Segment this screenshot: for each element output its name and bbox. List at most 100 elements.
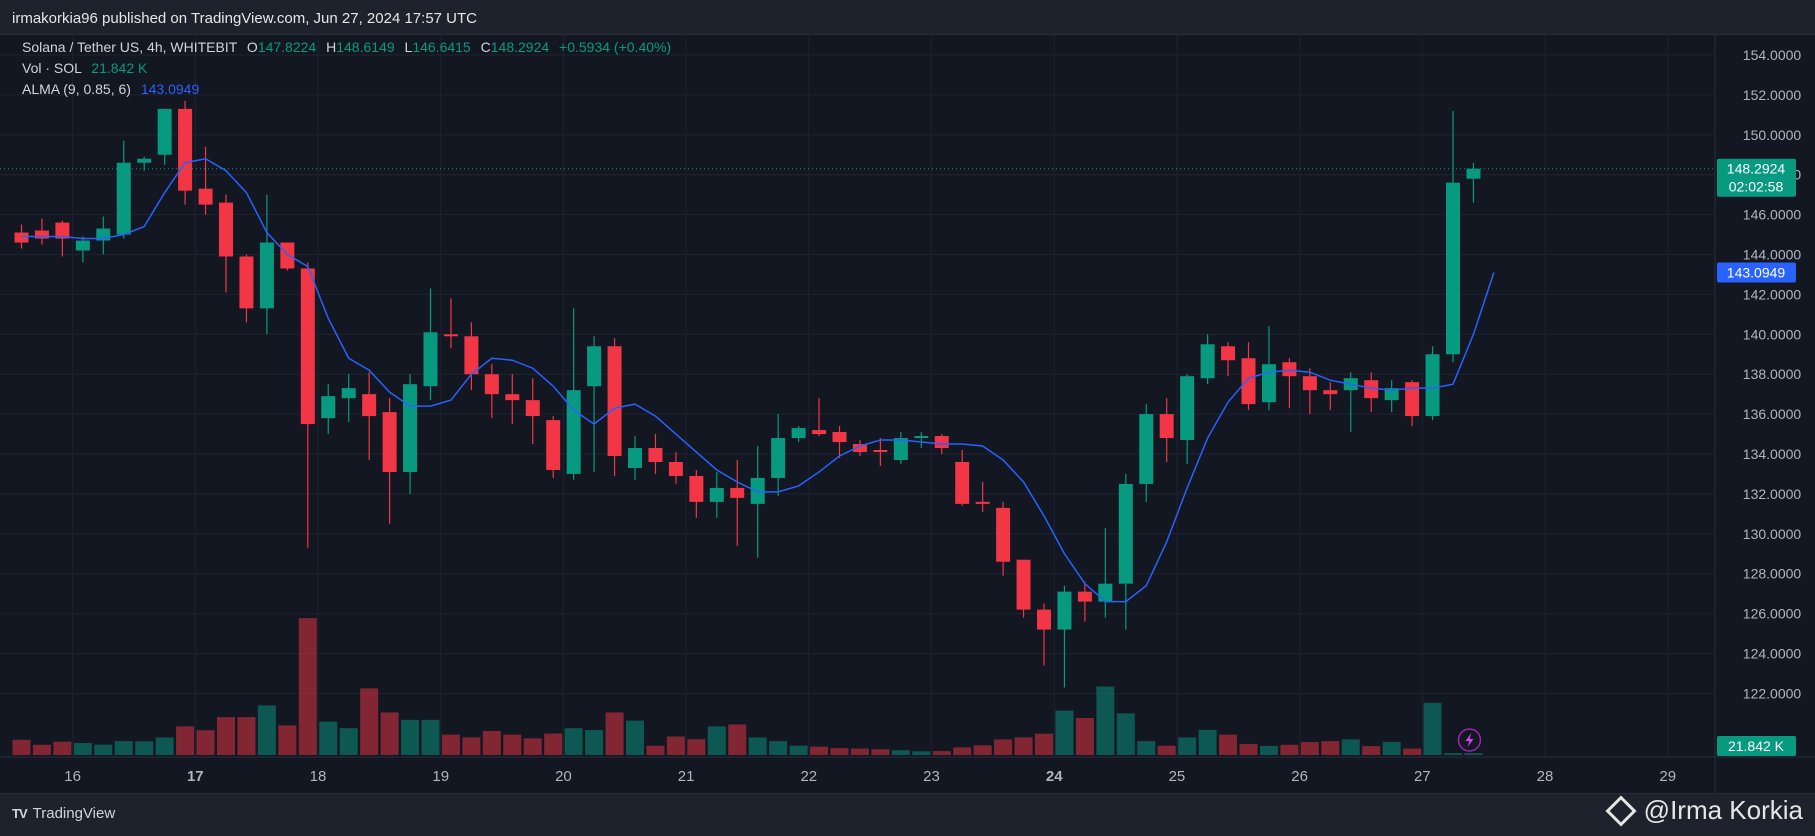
alma-line — [21, 157, 1495, 603]
candle-body — [955, 461, 970, 504]
volume-bar — [953, 747, 972, 755]
volume-bar — [360, 688, 379, 755]
change-value: +0.5934 (+0.40%) — [559, 39, 672, 55]
volume-bar — [237, 717, 256, 755]
candle-body — [178, 108, 193, 191]
candle-body — [443, 334, 458, 337]
high-label: H — [326, 39, 337, 55]
candle-body — [628, 448, 642, 468]
candle-body — [852, 444, 867, 453]
x-tick-label: 20 — [555, 768, 572, 785]
volume-bar — [687, 739, 706, 755]
volume-bar — [626, 720, 644, 755]
volume-bar — [912, 751, 931, 755]
tradingview-logo[interactable]: TV TradingView — [12, 805, 115, 822]
price-chart[interactable]: 154.0000152.0000150.0000148.0000146.0000… — [0, 35, 1815, 793]
volume-bar — [12, 739, 31, 755]
legend-row-ohlc[interactable]: Solana / Tether US, 4h, WHITEBIT O147.82… — [22, 37, 671, 58]
volume-bar — [73, 742, 92, 755]
candle-body — [1364, 380, 1379, 399]
candle-body — [648, 448, 663, 462]
volume-bar — [1464, 753, 1483, 755]
volume-bar — [1444, 753, 1462, 755]
candle-body — [1016, 559, 1031, 610]
volume-bar — [850, 748, 869, 755]
volume-bar — [1198, 729, 1217, 755]
candle-body — [934, 436, 949, 449]
candle-body — [116, 162, 131, 235]
volume-bar — [401, 719, 420, 755]
volume-bar — [94, 744, 113, 755]
volume-bar — [1178, 737, 1197, 755]
volume-bar — [1300, 742, 1319, 755]
candle-body — [689, 475, 704, 502]
volume-bar — [1157, 745, 1176, 755]
volume-bar — [1403, 748, 1422, 755]
x-tick-label: 17 — [187, 768, 204, 785]
candle-body — [1077, 591, 1092, 602]
volume-bar — [441, 734, 460, 755]
y-tick-label: 138.0000 — [1743, 366, 1802, 382]
volume-bar — [319, 721, 338, 755]
candle-body — [1159, 414, 1174, 439]
candle-body — [403, 384, 418, 472]
y-tick-label: 126.0000 — [1743, 606, 1802, 622]
candle-body — [1098, 583, 1113, 602]
volume-bar — [994, 739, 1013, 755]
candles — [14, 100, 1481, 688]
candle-body — [730, 487, 745, 498]
volume-bar — [932, 751, 951, 755]
candle-body — [382, 412, 397, 472]
x-tick-label: 26 — [1291, 768, 1308, 785]
candle-body — [914, 436, 929, 439]
candle-body — [198, 188, 213, 205]
candle-body — [1323, 390, 1338, 395]
close-label: C — [480, 39, 491, 55]
candle-body — [1180, 376, 1195, 441]
volume-bar — [544, 733, 563, 755]
candle-body — [668, 461, 683, 476]
x-tick-label: 28 — [1537, 768, 1554, 785]
volume-bar — [1321, 741, 1340, 755]
volume-bar — [666, 736, 685, 755]
volume-bar — [748, 737, 767, 755]
candle-body — [321, 396, 336, 419]
candle-body — [812, 430, 827, 435]
candle-body — [14, 232, 29, 243]
volume-bar — [462, 737, 481, 755]
candle-body — [525, 400, 540, 417]
candle-body — [219, 202, 233, 257]
candle-body — [546, 420, 561, 470]
x-tick-label: 16 — [64, 768, 81, 785]
open-label: O — [246, 39, 258, 55]
overlay — [0, 157, 1715, 752]
candle-body — [1139, 414, 1154, 484]
volume-value: 21.842 K — [91, 60, 148, 76]
candle-body — [1302, 376, 1317, 391]
volume-label[interactable]: Vol · SOL — [22, 60, 82, 76]
x-tick-label: 25 — [1169, 768, 1186, 785]
volume-bar — [1137, 741, 1156, 755]
symbol-title[interactable]: Solana / Tether US, 4h, WHITEBIT — [22, 39, 238, 55]
x-tick-label: 23 — [923, 768, 940, 785]
published-header: irmakorkia96 published on TradingView.co… — [12, 10, 477, 27]
legend-row-alma[interactable]: ALMA (9, 0.85, 6) 143.0949 — [22, 79, 199, 100]
candle-body — [1405, 382, 1420, 417]
x-tick-label: 22 — [800, 768, 817, 785]
candle-body — [239, 256, 254, 309]
volume-bar — [135, 741, 154, 755]
author-name: @Irma Korkia — [1643, 795, 1803, 825]
candle-body — [1037, 609, 1051, 630]
alma-value: 143.0949 — [140, 81, 200, 97]
volume-bar — [564, 728, 583, 755]
legend-row-volume[interactable]: Vol · SOL 21.842 K — [22, 58, 147, 79]
volume-badge-text: 21.842 K — [1728, 738, 1785, 754]
candle-body — [566, 390, 581, 474]
volume-bar — [769, 741, 788, 755]
chart-frame[interactable]: 154.0000152.0000150.0000148.0000146.0000… — [0, 34, 1815, 794]
volume-bar — [1362, 746, 1381, 755]
candle-body — [771, 438, 786, 478]
volume-bar — [421, 719, 440, 755]
alma-label[interactable]: ALMA (9, 0.85, 6) — [22, 81, 131, 97]
candle-body — [893, 438, 908, 460]
